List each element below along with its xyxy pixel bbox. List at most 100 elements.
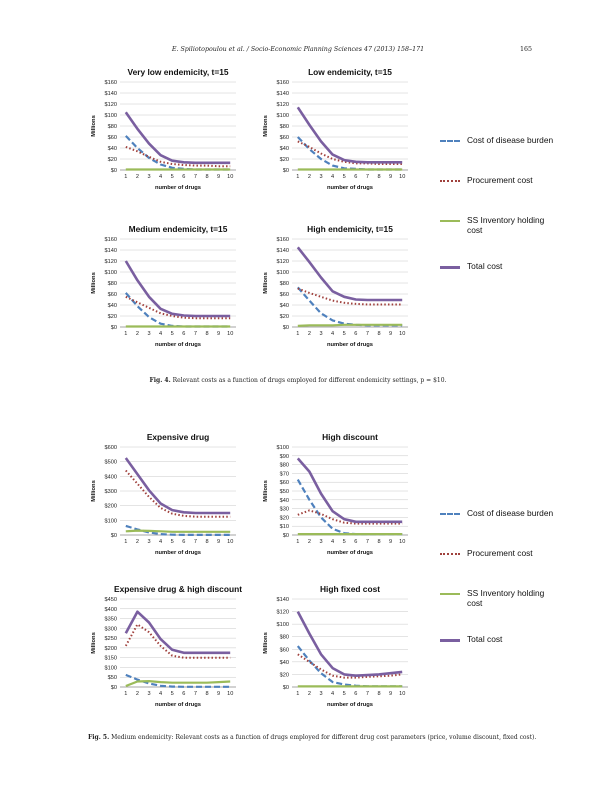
x-tick-label: 8 — [377, 331, 380, 337]
y-tick-label: $600 — [105, 445, 117, 451]
y-tick-label: $90 — [280, 454, 289, 460]
x-tick-label: 1 — [124, 691, 127, 697]
x-tick-label: 7 — [366, 691, 369, 697]
x-tick-label: 8 — [377, 691, 380, 697]
x-tick-label: 5 — [343, 331, 346, 337]
y-tick-label: $500 — [105, 460, 117, 466]
x-tick-label: 9 — [217, 691, 220, 697]
legend-label: Procurement cost — [467, 175, 533, 185]
x-tick-label: 10 — [227, 174, 233, 180]
x-tick-label: 5 — [343, 539, 346, 545]
y-axis-label: Millions — [263, 480, 269, 502]
y-tick-label: $140 — [277, 597, 289, 603]
series-line-procurement-cost — [297, 140, 403, 165]
y-tick-label: $100 — [105, 518, 117, 524]
legend-fig4: Cost of disease burden Procurement cost SS… — [440, 135, 570, 275]
chart-expensive-drug-high-discount: Expensive drug & high discount $0 $50 $100 $… — [91, 584, 242, 708]
series-line-cost-of-disease-burden — [296, 479, 403, 536]
x-tick-label: 3 — [147, 539, 150, 545]
y-tick-label: $80 — [280, 124, 289, 130]
legend-swatch — [440, 513, 460, 515]
x-tick-label: 8 — [205, 691, 208, 697]
x-tick-label: 2 — [136, 691, 139, 697]
x-tick-label: 10 — [399, 539, 405, 545]
series-line-ss-inventory-holding-cost — [125, 529, 231, 533]
y-tick-label: $60 — [108, 135, 117, 141]
series-line-total-cost — [296, 106, 403, 164]
x-tick-label: 4 — [159, 691, 162, 697]
legend-label: Procurement cost — [467, 548, 533, 558]
chart-high-discount: High discount $0 $10 $20 $30 $40 $50 $60 $70 $80 $… — [263, 432, 408, 556]
y-tick-label: $400 — [105, 607, 117, 613]
y-tick-label: $40 — [280, 660, 289, 666]
x-tick-label: 8 — [377, 174, 380, 180]
x-tick-label: 10 — [227, 539, 233, 545]
x-tick-label: 1 — [296, 174, 299, 180]
x-tick-label: 9 — [389, 331, 392, 337]
page-header: E. Spiliotopoulou et al. / Socio-Economi… — [0, 46, 596, 58]
x-tick-label: 5 — [171, 174, 174, 180]
series-line-procurement-cost — [125, 295, 231, 320]
legend-swatch — [440, 266, 460, 269]
y-tick-label: $120 — [277, 102, 289, 108]
series-line-ss-inventory-holding-cost — [125, 679, 231, 688]
x-axis-label: number of drugs — [155, 550, 201, 556]
fig4-text: Relevant costs as a function of drugs em… — [172, 377, 447, 384]
series-line-total-cost — [124, 610, 231, 655]
y-tick-label: $60 — [280, 135, 289, 141]
y-tick-label: $40 — [108, 146, 117, 152]
x-tick-label: 6 — [354, 691, 357, 697]
x-tick-label: 2 — [308, 539, 311, 545]
fig5-caption: Fig. 5. Medium endemicity: Relevant cost… — [88, 734, 588, 741]
y-tick-label: $400 — [105, 474, 117, 480]
y-axis-label: Millions — [91, 632, 97, 654]
x-tick-label: 7 — [366, 331, 369, 337]
y-tick-label: $120 — [277, 259, 289, 265]
chart-title: High fixed cost — [320, 584, 380, 594]
x-axis-label: number of drugs — [155, 185, 201, 191]
series-line-total-cost — [296, 246, 403, 302]
series-line-procurement-cost — [124, 623, 231, 659]
y-tick-label: $20 — [280, 157, 289, 163]
x-axis-label: number of drugs — [327, 702, 373, 708]
x-tick-label: 4 — [159, 331, 162, 337]
x-tick-label: 10 — [399, 174, 405, 180]
series-line-total-cost — [296, 610, 403, 677]
y-tick-label: $30 — [280, 507, 289, 513]
series-line-cost-of-disease-burden — [296, 645, 403, 688]
y-tick-label: $20 — [108, 157, 117, 163]
x-tick-label: 8 — [377, 539, 380, 545]
x-tick-label: 7 — [366, 539, 369, 545]
y-tick-label: $0 — [111, 685, 117, 691]
y-tick-label: $0 — [283, 533, 289, 539]
y-tick-label: $160 — [277, 80, 289, 86]
x-tick-label: 1 — [124, 331, 127, 337]
legend-label: Total cost — [467, 634, 503, 644]
chart-high-fixed-cost: High fixed cost $0 $20 $40 $60 $80 $100 $120 $14… — [263, 584, 408, 708]
y-tick-label: $450 — [105, 597, 117, 603]
y-tick-label: $100 — [277, 622, 289, 628]
x-tick-label: 6 — [354, 331, 357, 337]
x-tick-label: 3 — [319, 539, 322, 545]
x-tick-label: 2 — [308, 174, 311, 180]
y-tick-label: $0 — [283, 168, 289, 174]
legend-swatch — [440, 220, 460, 222]
chart-title: High endemicity, t=15 — [307, 224, 393, 234]
x-tick-label: 5 — [171, 691, 174, 697]
series-line-total-cost — [124, 111, 231, 165]
chart-title: Very low endemicity, t=15 — [127, 67, 228, 77]
x-tick-label: 9 — [389, 174, 392, 180]
y-tick-label: $40 — [280, 303, 289, 309]
x-tick-label: 9 — [217, 174, 220, 180]
legend-label: SS Inventory holding cost — [467, 215, 545, 235]
x-tick-label: 1 — [296, 331, 299, 337]
x-tick-label: 2 — [308, 331, 311, 337]
running-header: E. Spiliotopoulou et al. / Socio-Economi… — [171, 46, 425, 53]
y-axis-label: Millions — [91, 480, 97, 502]
y-tick-label: $80 — [108, 281, 117, 287]
y-tick-label: $0 — [111, 168, 117, 174]
x-tick-label: 10 — [227, 331, 233, 337]
x-tick-label: 3 — [147, 174, 150, 180]
x-tick-label: 4 — [331, 174, 334, 180]
chart-title: Expensive drug & high discount — [114, 584, 242, 594]
